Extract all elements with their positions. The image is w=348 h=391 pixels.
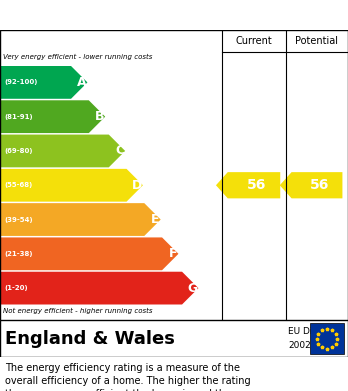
Text: 56: 56 <box>310 178 329 192</box>
Text: G: G <box>187 282 197 294</box>
Text: Very energy efficient - lower running costs: Very energy efficient - lower running co… <box>3 54 152 60</box>
Text: B: B <box>95 110 104 123</box>
Text: England & Wales: England & Wales <box>5 330 175 348</box>
Polygon shape <box>1 272 198 305</box>
Text: Potential: Potential <box>295 36 339 46</box>
Text: (21-38): (21-38) <box>4 251 32 257</box>
Text: (55-68): (55-68) <box>4 182 32 188</box>
Text: 2002/91/EC: 2002/91/EC <box>288 341 340 350</box>
Bar <box>310 323 344 354</box>
Polygon shape <box>1 135 125 167</box>
Text: A: A <box>77 76 86 89</box>
Text: E: E <box>151 213 160 226</box>
Text: (92-100): (92-100) <box>4 79 37 85</box>
Text: Current: Current <box>236 36 272 46</box>
Text: (1-20): (1-20) <box>4 285 27 291</box>
Polygon shape <box>216 172 280 198</box>
Text: 56: 56 <box>247 178 266 192</box>
Text: F: F <box>169 248 177 260</box>
Text: (81-91): (81-91) <box>4 114 33 120</box>
Polygon shape <box>1 203 161 236</box>
Text: Not energy efficient - higher running costs: Not energy efficient - higher running co… <box>3 308 152 314</box>
Text: C: C <box>115 144 124 158</box>
Text: The energy efficiency rating is a measure of the
overall efficiency of a home. T: The energy efficiency rating is a measur… <box>5 363 251 391</box>
Text: (69-80): (69-80) <box>4 148 32 154</box>
Polygon shape <box>1 100 105 133</box>
Text: Energy Efficiency Rating: Energy Efficiency Rating <box>10 7 220 23</box>
Text: (39-54): (39-54) <box>4 217 33 222</box>
Polygon shape <box>1 237 179 270</box>
Text: EU Directive: EU Directive <box>288 327 344 336</box>
Polygon shape <box>280 172 342 198</box>
Polygon shape <box>1 66 87 99</box>
Polygon shape <box>1 169 143 202</box>
Text: D: D <box>132 179 142 192</box>
